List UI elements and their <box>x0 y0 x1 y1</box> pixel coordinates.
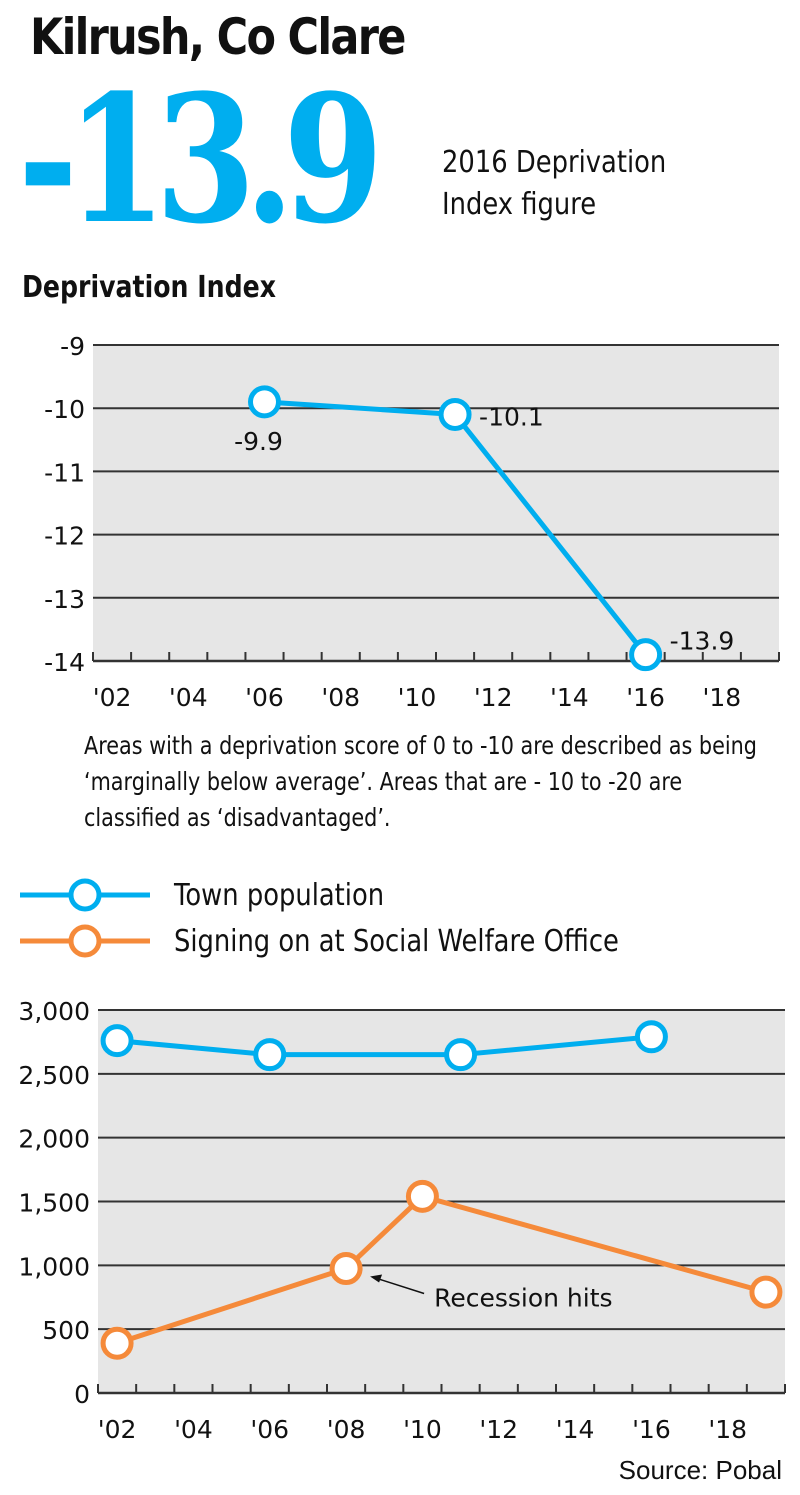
x-tick-label: '06 <box>245 683 284 712</box>
y-tick-label: -13 <box>44 585 85 614</box>
legend-label: Town population <box>174 878 385 913</box>
annotation-arrowhead-icon <box>370 1274 383 1283</box>
x-tick-label: '08 <box>327 1415 366 1444</box>
chart2-legend: Town population Signing on at Social Wel… <box>20 872 780 964</box>
annotation-arrow-line <box>373 1276 425 1295</box>
headline-figure-caption: 2016 Deprivation Index figure <box>442 142 666 226</box>
data-point <box>749 1275 783 1309</box>
x-tick-label: '02 <box>93 683 132 712</box>
x-tick-label: '10 <box>398 683 437 712</box>
data-point <box>438 398 472 432</box>
y-tick-label: -12 <box>44 522 85 551</box>
data-point <box>253 1038 287 1072</box>
legend-marker-blue-icon <box>20 878 150 912</box>
y-tick-label: -9 <box>60 332 85 361</box>
x-tick-label: '16 <box>626 683 665 712</box>
x-tick-label: '10 <box>403 1415 442 1444</box>
y-tick-label: 2,000 <box>18 1125 90 1154</box>
x-tick-label: '04 <box>174 1415 213 1444</box>
y-tick-label: -14 <box>44 648 85 677</box>
data-label: -9.9 <box>234 427 283 456</box>
data-label: -10.1 <box>479 403 544 432</box>
headline-caption-line2: Index figure <box>442 187 597 222</box>
x-tick-label: '14 <box>550 683 589 712</box>
x-tick-label: '14 <box>556 1415 595 1444</box>
legend-item-town-population: Town population <box>20 872 780 918</box>
legend-label: Signing on at Social Welfare Office <box>174 924 619 959</box>
x-tick-label: '12 <box>474 683 513 712</box>
y-tick-label: 2,500 <box>18 1061 90 1090</box>
x-tick-label: '04 <box>169 683 208 712</box>
y-tick-label: -11 <box>44 458 85 487</box>
population-welfare-chart: 3,000 2,500 2,000 1,500 1,000 500 0 '02 '04 '06 '0… <box>18 997 786 1444</box>
x-tick-label: '02 <box>98 1415 137 1444</box>
data-point <box>444 1038 478 1072</box>
y-tick-label: 1,000 <box>18 1252 90 1281</box>
series-line <box>116 1034 652 1058</box>
y-tick-label: 3,000 <box>18 997 90 1026</box>
data-point <box>100 1024 134 1058</box>
plot-area <box>93 345 779 661</box>
headline-figure: -13.9 <box>18 56 383 263</box>
series-line <box>116 1193 767 1346</box>
y-tick-label: 500 <box>42 1316 90 1345</box>
data-point <box>329 1252 363 1286</box>
legend-marker-orange-icon <box>20 924 150 958</box>
data-point <box>248 385 281 419</box>
y-tick-label: -10 <box>44 395 85 424</box>
source-credit: Source: Pobal <box>618 1455 782 1485</box>
y-tick-label: 1,500 <box>18 1189 90 1218</box>
deprivation-index-chart: -9 -10 -11 -12 -13 -14 '02 '04 '06 '08 '10 '12 '14 '1… <box>44 332 780 712</box>
x-tick-label: '08 <box>321 683 360 712</box>
headline-caption-line1: 2016 Deprivation <box>442 145 667 180</box>
x-tick-label: '16 <box>632 1415 671 1444</box>
page-title: Kilrush, Co Clare <box>30 8 406 66</box>
data-point <box>100 1326 134 1360</box>
y-tick-label: 0 <box>74 1380 90 1409</box>
annotation-text: Recession hits <box>434 1284 612 1313</box>
data-label: -13.9 <box>670 627 735 656</box>
chart1-title: Deprivation Index <box>22 270 276 305</box>
data-point <box>405 1179 439 1213</box>
x-tick-label: '12 <box>479 1415 518 1444</box>
x-tick-label: '06 <box>250 1415 289 1444</box>
chart1-note: Areas with a deprivation score of 0 to -… <box>84 731 757 832</box>
x-tick-label: '18 <box>708 1415 747 1444</box>
x-tick-label: '18 <box>702 683 741 712</box>
data-point <box>629 638 663 672</box>
legend-item-social-welfare: Signing on at Social Welfare Office <box>20 918 780 964</box>
data-point <box>634 1020 668 1054</box>
